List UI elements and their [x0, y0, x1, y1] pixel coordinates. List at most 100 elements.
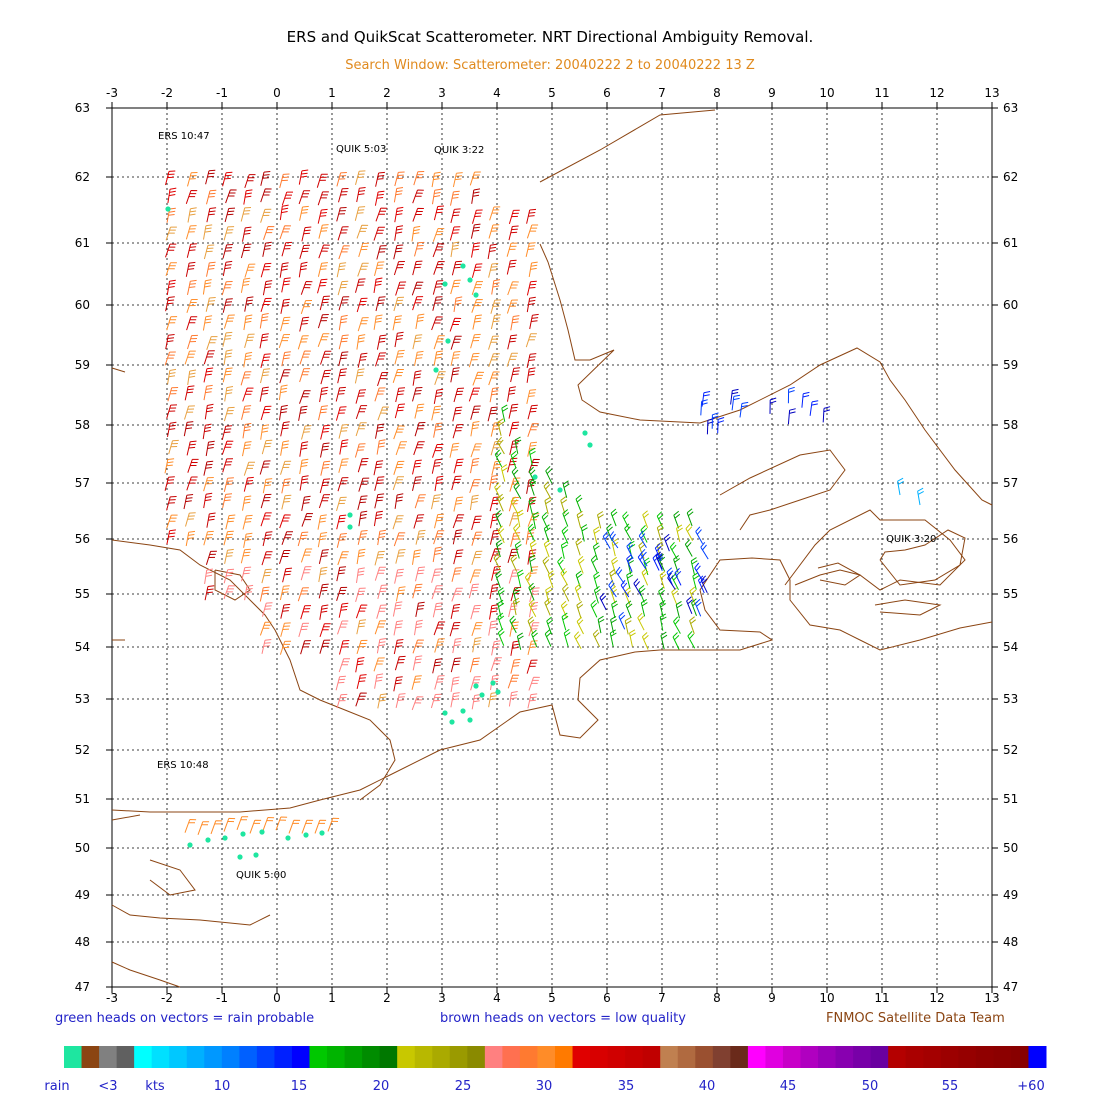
wind-barb [469, 494, 479, 511]
wind-barb [300, 605, 312, 620]
wind-barb [395, 693, 406, 709]
wind-barb [574, 583, 582, 602]
wind-barb [184, 385, 195, 401]
lat-tick-label: 59 [75, 358, 90, 372]
wind-barb [412, 370, 422, 386]
wind-barb [577, 556, 585, 574]
lat-tick-label: 58 [75, 418, 90, 432]
wind-barb [279, 369, 291, 384]
wind-barb [206, 336, 218, 350]
wind-barb [241, 566, 252, 582]
wind-barb [262, 602, 273, 617]
wind-barb [472, 637, 482, 653]
wind-barb [317, 191, 329, 206]
wind-barb [593, 571, 601, 590]
wind-barb [624, 523, 633, 541]
wind-barb [560, 600, 568, 619]
wind-barb [514, 436, 522, 454]
colorbar-label: 40 [699, 1079, 716, 1094]
wind-barb [356, 297, 368, 313]
wind-barb [280, 298, 290, 314]
wind-barb [375, 296, 386, 312]
wind-barb [590, 555, 598, 573]
wind-barb [338, 188, 349, 203]
wind-barb [626, 541, 634, 560]
colorbar-segment [677, 1046, 696, 1068]
wind-barb [320, 350, 332, 365]
wind-barb [281, 351, 291, 367]
wind-barb [560, 568, 569, 586]
wind-barb [507, 334, 518, 350]
wind-barb [471, 694, 481, 710]
lat-tick-label: 48 [1003, 935, 1018, 949]
wind-barb [497, 525, 505, 544]
wind-barb [300, 548, 313, 563]
wind-barb [432, 188, 442, 205]
lat-tick-label: 63 [75, 101, 90, 115]
wind-barb [528, 466, 536, 485]
lat-tick-label: 47 [75, 980, 90, 994]
wind-barb [527, 523, 536, 542]
wind-barb [355, 587, 366, 603]
wind-barb [471, 550, 483, 566]
wind-barb [260, 262, 272, 278]
colorbar-segment [870, 1046, 889, 1068]
wind-barb [356, 567, 365, 583]
wind-barb [297, 587, 309, 602]
wind-barb [319, 386, 329, 403]
lon-tick-label: 1 [328, 86, 336, 100]
wind-barb [320, 442, 330, 458]
rain-marker [237, 854, 243, 860]
wind-barb [471, 622, 483, 637]
wind-barb [187, 458, 199, 473]
wind-barb [507, 457, 518, 473]
wind-barb [528, 599, 537, 617]
quality-note: brown heads on vectors = low quality [440, 1011, 686, 1026]
wind-barb [317, 514, 327, 530]
team-credit: FNMOC Satellite Data Team [826, 1011, 1005, 1026]
wind-barb [450, 692, 460, 708]
coastline [539, 109, 716, 183]
wind-barb [187, 207, 197, 223]
wind-barb [244, 263, 256, 278]
lon-tick-label: 8 [713, 991, 721, 1005]
wind-barb [281, 531, 294, 545]
rain-marker [495, 689, 501, 695]
lon-tick-label: 11 [874, 991, 889, 1005]
wind-barb [471, 188, 481, 204]
wind-barb [300, 566, 312, 581]
wind-barb [493, 552, 501, 571]
wind-barb [656, 511, 664, 529]
colorbar-segment [1010, 1046, 1029, 1068]
wind-barb [204, 585, 215, 601]
wind-barb [541, 512, 549, 530]
wind-barb [394, 568, 404, 584]
lon-tick-label: 13 [984, 86, 999, 100]
wind-barb [374, 550, 385, 566]
wind-barb [412, 387, 423, 402]
wind-barb [489, 529, 500, 545]
wind-barb [575, 570, 583, 589]
wind-barb [183, 421, 194, 437]
lat-tick-label: 47 [1003, 980, 1018, 994]
wind-barb [185, 261, 196, 277]
colorbar-label: 45 [780, 1079, 797, 1094]
wind-barb [244, 333, 255, 349]
colorbar-segment [64, 1046, 83, 1068]
wind-barb [318, 566, 328, 583]
wind-barb [318, 244, 330, 259]
wind-barb [392, 369, 404, 383]
colorbar-label: 20 [373, 1079, 390, 1094]
wind-barb [186, 440, 197, 456]
wind-barb [393, 460, 405, 475]
wind-barb [356, 639, 368, 655]
wind-barb [432, 602, 443, 618]
wind-barb [517, 569, 524, 587]
lat-tick-label: 58 [1003, 418, 1018, 432]
colorbar-segment [940, 1046, 959, 1068]
lat-tick-label: 60 [1003, 298, 1018, 312]
wind-barb [337, 368, 348, 384]
wind-barb [542, 556, 550, 574]
rain-marker [319, 830, 325, 836]
wind-barb [165, 226, 177, 241]
